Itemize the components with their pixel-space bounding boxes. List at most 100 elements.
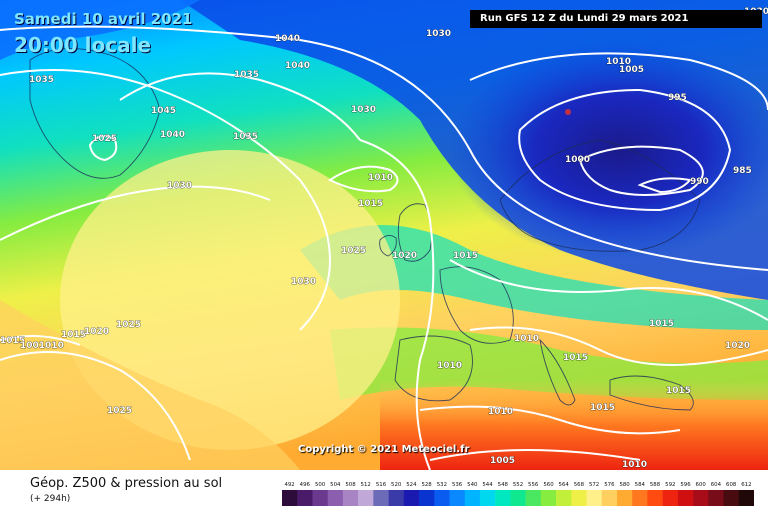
z500-colorbar: 492 496 500 504 508 512 516 520 524 528 532 536 540 5… [282, 482, 754, 506]
colorbar-tick-label: 524 [406, 482, 417, 488]
forecast-date: Samedi 10 avril 2021 [14, 10, 193, 28]
colorbar-tick-label: 600 [696, 482, 707, 488]
colorbar-tick-label: 604 [711, 482, 722, 488]
colorbar-swatch [601, 490, 618, 506]
colorbar-tick-label: 572 [589, 482, 599, 488]
colorbar-tick-label: 612 [741, 482, 751, 488]
colorbar-swatch [571, 490, 587, 506]
pressure-label: 1015 [563, 353, 588, 363]
colorbar-swatch [556, 490, 572, 506]
pressure-label: 1045 [151, 106, 176, 116]
colorbar-tick-label: 532 [437, 482, 447, 488]
pressure-label: 1030 [167, 181, 192, 191]
colorbar-swatch [419, 490, 435, 506]
pressure-label: 1025 [116, 320, 141, 330]
colorbar-swatch [693, 490, 709, 506]
weather-map: 1040 1030 1035 1040 1035 1045 1040 1025 … [0, 0, 768, 470]
pressure-label: 1035 [29, 75, 54, 85]
colorbar-swatch [540, 490, 557, 506]
pressure-label: 1040 [160, 130, 185, 140]
legend-title: Géop. Z500 & pression au sol [30, 476, 223, 491]
pressure-label: 1015 [0, 336, 25, 346]
colorbar-tick-label: 540 [467, 482, 478, 488]
low-center-marker [565, 109, 571, 115]
colorbar-swatch [342, 490, 359, 506]
colorbar-swatch [373, 490, 389, 506]
colorbar-swatch [617, 490, 633, 506]
colorbar-tick-label: 536 [452, 482, 463, 488]
colorbar-tick-label: 556 [528, 482, 539, 488]
colorbar-swatch [677, 490, 694, 506]
pressure-label: 1015 [590, 403, 615, 413]
colorbar-swatch [525, 490, 542, 506]
colorbar-tick-label: 544 [482, 482, 493, 488]
colorbar-tick-label: 564 [559, 482, 570, 488]
colorbar-tick-label: 516 [376, 482, 387, 488]
colorbar-swatch [434, 490, 450, 506]
pressure-label: 1035 [234, 70, 259, 80]
colorbar-tick-label: 496 [300, 482, 311, 488]
colorbar-tick-label: 500 [315, 482, 326, 488]
colorbar-tick-label: 592 [665, 482, 675, 488]
colorbar-tick-label: 568 [574, 482, 585, 488]
pressure-label: 1010 [488, 407, 513, 417]
colorbar-swatch [312, 490, 328, 506]
colorbar-tick-label: 560 [543, 482, 554, 488]
pressure-label: 1020 [725, 341, 750, 351]
pressure-label: 1025 [341, 246, 366, 256]
pressure-label: 1010 [622, 460, 647, 470]
colorbar-swatch [723, 490, 739, 506]
colorbar-tick-label: 588 [650, 482, 661, 488]
colorbar-tick-label: 508 [345, 482, 356, 488]
z500-high-ridge [60, 150, 400, 450]
colorbar-swatch [282, 490, 298, 506]
pressure-label: 1020 [392, 251, 417, 261]
pressure-label: 1030 [351, 105, 376, 115]
colorbar-tick-label: 492 [284, 482, 294, 488]
colorbar-tick-label: 608 [726, 482, 737, 488]
colorbar-tick-label: 528 [421, 482, 432, 488]
pressure-label: 1040 [285, 61, 310, 71]
colorbar-swatch [495, 490, 511, 506]
pressure-label: 1025 [92, 134, 117, 144]
pressure-label: 1010 [514, 334, 539, 344]
pressure-label: 1015 [666, 386, 691, 396]
pressure-label: 1040 [275, 34, 300, 44]
pressure-label: 1015 [649, 319, 674, 329]
colorbar-tick-label: 520 [391, 482, 402, 488]
forecast-time: 20:00 locale [14, 33, 151, 57]
pressure-labels: 1040 1030 1035 1040 1035 1045 1040 1025 … [0, 7, 768, 470]
pressure-label: 990 [690, 177, 709, 187]
colorbar-tick-label: 552 [513, 482, 523, 488]
pressure-label: 1010 [437, 361, 462, 371]
colorbar-swatch [662, 490, 679, 506]
colorbar-swatch [586, 490, 602, 506]
pressure-label: 1015 [61, 330, 86, 340]
colorbar-swatch [510, 490, 526, 506]
colorbar-swatch [632, 490, 648, 506]
colorbar-swatch [708, 490, 724, 506]
colorbar-swatch [327, 490, 344, 506]
pressure-label: 995 [668, 93, 687, 103]
pressure-label: 1030 [291, 277, 316, 287]
pressure-label: 1001010 [20, 341, 64, 351]
colorbar-tick-label: 580 [619, 482, 630, 488]
colorbar-swatch [403, 490, 420, 506]
colorbar-swatch [449, 490, 465, 506]
legend-subtitle: (+ 294h) [30, 494, 71, 504]
isobars [0, 25, 768, 470]
colorbar-swatch [388, 490, 405, 506]
colorbar-swatch [297, 490, 313, 506]
pressure-label: 1005 [619, 65, 644, 75]
z500-cyan-band [300, 225, 768, 330]
colorbar-tick-label: 512 [361, 482, 371, 488]
colorbar-tick-label: 548 [498, 482, 509, 488]
colorbar-tick-label: 596 [680, 482, 691, 488]
colorbar-tick-label: 576 [604, 482, 615, 488]
colorbar-tick-label: 504 [330, 482, 341, 488]
copyright-notice: Copyright © 2021 Meteociel.fr [298, 444, 470, 455]
colorbar-swatch [464, 490, 481, 506]
pressure-label: 1010 [606, 57, 631, 67]
pressure-label: 1020 [84, 327, 109, 337]
